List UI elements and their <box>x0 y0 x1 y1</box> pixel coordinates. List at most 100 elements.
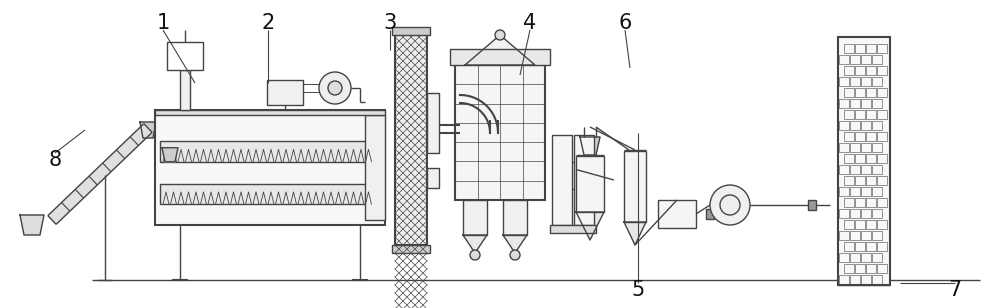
Bar <box>877 198 887 207</box>
Bar <box>844 88 854 97</box>
Bar <box>839 77 849 86</box>
Bar <box>866 110 876 119</box>
Bar <box>455 65 545 200</box>
Bar <box>850 209 860 218</box>
Bar <box>872 143 882 152</box>
Bar <box>850 253 860 262</box>
Text: 3: 3 <box>383 13 397 33</box>
Circle shape <box>328 81 342 95</box>
Bar <box>844 220 854 229</box>
Bar <box>872 187 882 196</box>
Bar <box>267 80 303 105</box>
Bar <box>844 176 854 185</box>
Bar <box>392 27 430 35</box>
Bar <box>167 42 203 70</box>
Bar <box>838 37 890 285</box>
Bar <box>844 264 854 273</box>
Bar <box>839 187 849 196</box>
Bar <box>861 55 871 64</box>
Bar <box>877 220 887 229</box>
Polygon shape <box>465 35 535 65</box>
Bar <box>866 88 876 97</box>
Bar <box>624 151 646 222</box>
Bar <box>844 110 854 119</box>
Bar <box>395 35 427 245</box>
Bar <box>866 66 876 75</box>
Bar <box>872 99 882 108</box>
Bar <box>839 253 849 262</box>
Bar <box>450 49 550 65</box>
Bar <box>855 220 865 229</box>
Bar <box>866 154 876 163</box>
Bar <box>850 275 860 284</box>
Circle shape <box>495 30 505 40</box>
Bar <box>855 132 865 141</box>
Bar <box>850 165 860 174</box>
Bar <box>839 55 849 64</box>
Bar <box>850 99 860 108</box>
Bar <box>855 44 865 53</box>
Bar <box>855 264 865 273</box>
Text: 8: 8 <box>48 150 62 170</box>
Text: 6: 6 <box>618 13 632 33</box>
Bar <box>855 66 865 75</box>
Bar <box>877 264 887 273</box>
Bar <box>877 132 887 141</box>
Bar <box>861 231 871 240</box>
Text: 4: 4 <box>523 13 537 33</box>
Bar <box>861 77 871 86</box>
Bar <box>872 209 882 218</box>
Bar <box>861 143 871 152</box>
Bar <box>365 115 385 220</box>
Text: 5: 5 <box>631 280 645 300</box>
Bar <box>855 154 865 163</box>
Bar <box>861 121 871 130</box>
Polygon shape <box>463 235 487 253</box>
Bar <box>866 198 876 207</box>
Bar <box>877 110 887 119</box>
Bar <box>160 141 380 162</box>
Bar <box>872 231 882 240</box>
Polygon shape <box>48 124 152 224</box>
Bar <box>872 275 882 284</box>
Bar <box>877 88 887 97</box>
Bar <box>392 245 430 253</box>
Bar <box>855 242 865 251</box>
Bar <box>872 253 882 262</box>
Circle shape <box>510 250 520 260</box>
Bar <box>855 198 865 207</box>
Text: 1: 1 <box>156 13 170 33</box>
Bar <box>155 110 385 225</box>
Bar <box>844 154 854 163</box>
Bar <box>866 220 876 229</box>
Bar <box>866 242 876 251</box>
Bar <box>427 168 439 188</box>
Bar <box>155 110 385 115</box>
Bar <box>839 275 849 284</box>
Bar <box>866 176 876 185</box>
Bar <box>872 121 882 130</box>
Bar <box>872 77 882 86</box>
Bar <box>855 110 865 119</box>
Bar <box>861 165 871 174</box>
Bar <box>861 209 871 218</box>
Bar <box>658 200 696 228</box>
Bar <box>808 200 816 210</box>
Bar <box>160 184 380 204</box>
Bar <box>855 176 865 185</box>
Polygon shape <box>624 222 646 245</box>
Polygon shape <box>162 148 178 162</box>
Bar <box>844 242 854 251</box>
Bar <box>866 264 876 273</box>
Text: 2: 2 <box>261 13 275 33</box>
Polygon shape <box>580 137 600 155</box>
Bar <box>850 55 860 64</box>
Bar <box>706 209 714 219</box>
Bar <box>844 132 854 141</box>
Bar <box>850 143 860 152</box>
Circle shape <box>710 185 750 225</box>
Bar <box>574 135 594 225</box>
Bar <box>839 209 849 218</box>
Polygon shape <box>140 122 156 138</box>
Bar <box>839 165 849 174</box>
